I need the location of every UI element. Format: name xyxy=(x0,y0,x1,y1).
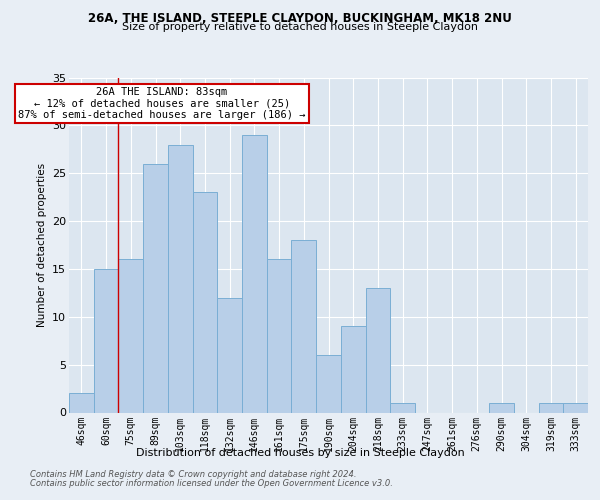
Bar xyxy=(539,403,563,412)
Bar xyxy=(341,326,365,412)
Bar xyxy=(143,164,168,412)
Bar xyxy=(242,135,267,412)
Text: Distribution of detached houses by size in Steeple Claydon: Distribution of detached houses by size … xyxy=(136,448,464,458)
Bar xyxy=(292,240,316,412)
Bar xyxy=(168,144,193,412)
Bar xyxy=(489,403,514,412)
Text: Contains public sector information licensed under the Open Government Licence v3: Contains public sector information licen… xyxy=(30,479,393,488)
Text: 26A, THE ISLAND, STEEPLE CLAYDON, BUCKINGHAM, MK18 2NU: 26A, THE ISLAND, STEEPLE CLAYDON, BUCKIN… xyxy=(88,12,512,26)
Text: Size of property relative to detached houses in Steeple Claydon: Size of property relative to detached ho… xyxy=(122,22,478,32)
Bar xyxy=(118,260,143,412)
Bar xyxy=(316,355,341,412)
Text: 26A THE ISLAND: 83sqm
← 12% of detached houses are smaller (25)
87% of semi-deta: 26A THE ISLAND: 83sqm ← 12% of detached … xyxy=(18,87,305,120)
Bar xyxy=(217,298,242,412)
Bar xyxy=(69,394,94,412)
Bar xyxy=(563,403,588,412)
Bar xyxy=(365,288,390,412)
Bar xyxy=(94,269,118,412)
Bar xyxy=(193,192,217,412)
Bar xyxy=(267,260,292,412)
Text: Contains HM Land Registry data © Crown copyright and database right 2024.: Contains HM Land Registry data © Crown c… xyxy=(30,470,356,479)
Y-axis label: Number of detached properties: Number of detached properties xyxy=(37,163,47,327)
Bar xyxy=(390,403,415,412)
